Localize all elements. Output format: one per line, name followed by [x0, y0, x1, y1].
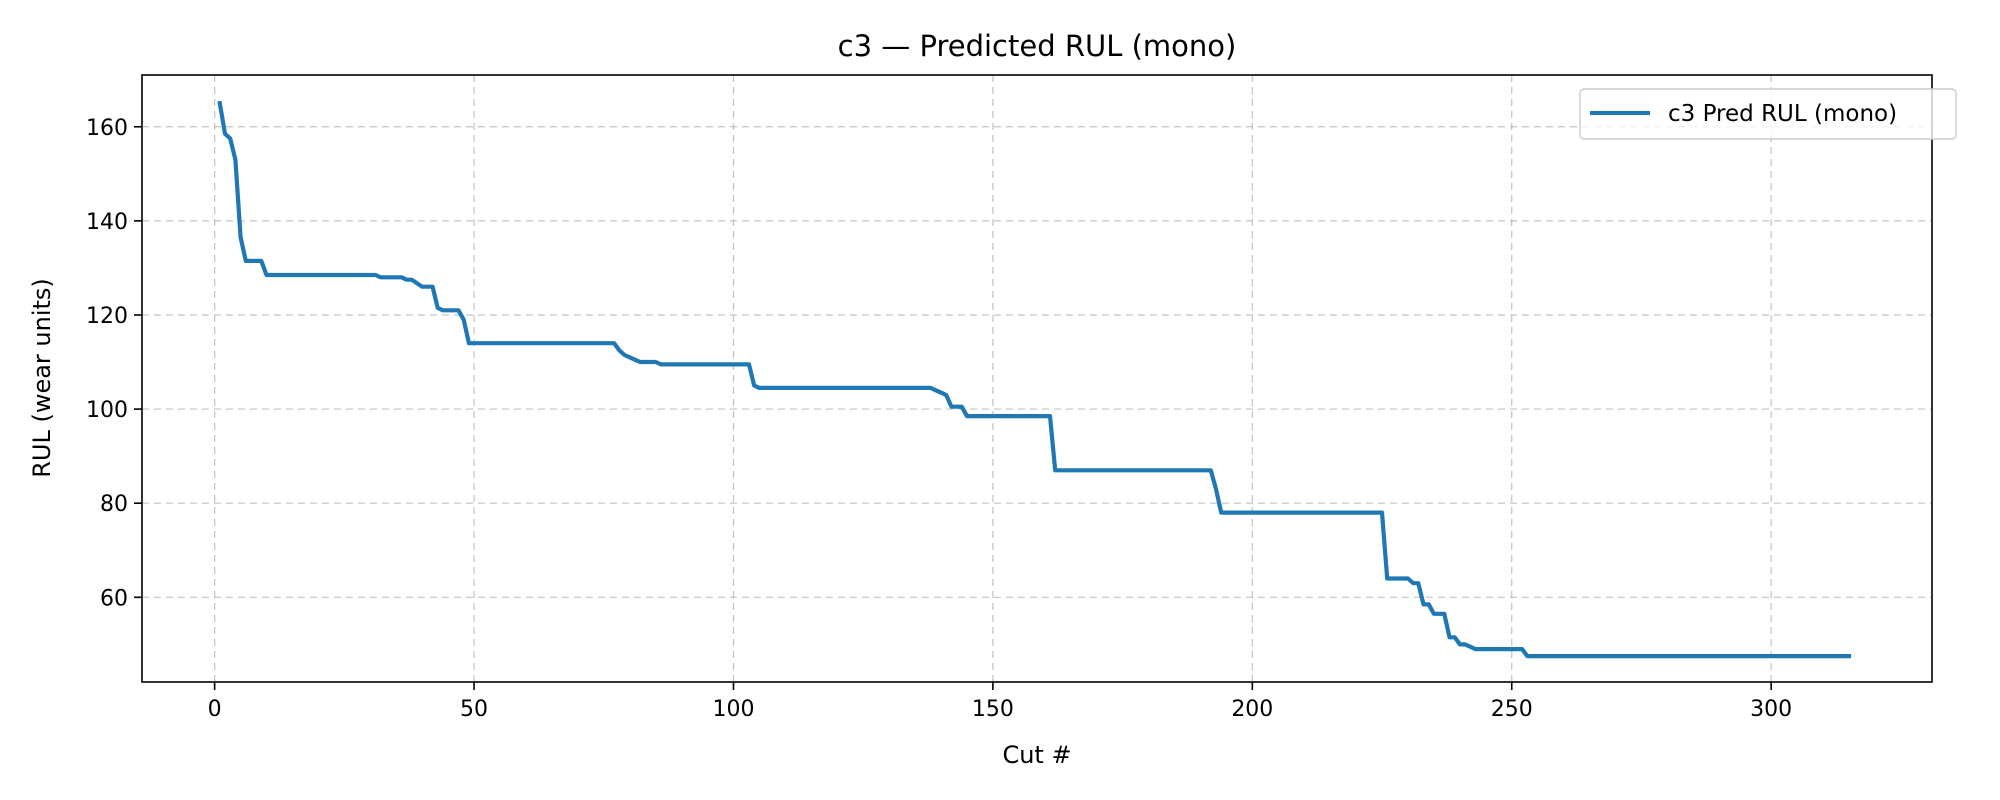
x-axis-title: Cut # [1002, 741, 1071, 769]
y-tick-label: 60 [100, 586, 128, 611]
x-tick-label: 0 [208, 697, 222, 722]
y-tick-label: 80 [100, 492, 128, 517]
legend: c3 Pred RUL (mono) [1579, 88, 1957, 140]
x-tick-label: 200 [1231, 697, 1273, 722]
series-layer [217, 100, 1852, 659]
legend-label: c3 Pred RUL (mono) [1668, 101, 1897, 127]
x-tick-label: 300 [1750, 697, 1792, 722]
y-tick-label: 160 [86, 116, 128, 141]
ticks: 0 50 100 150 200 250 300 60 80 100 120 140 160 [86, 116, 1792, 722]
series-line-c3-pred-rul [217, 100, 1852, 659]
x-tick-label: 100 [712, 697, 754, 722]
x-tick-label: 150 [972, 697, 1014, 722]
x-tick-label: 250 [1491, 697, 1533, 722]
x-tick-label: 50 [460, 697, 488, 722]
legend-box [1579, 88, 1957, 140]
y-tick-label: 140 [86, 210, 128, 235]
plot-frame [141, 74, 1933, 683]
y-axis-title: RUL (wear units) [28, 278, 56, 478]
y-tick-label: 120 [86, 304, 128, 329]
y-tick-label: 100 [86, 398, 128, 423]
chart-title: c3 — Predicted RUL (mono) [838, 29, 1237, 63]
